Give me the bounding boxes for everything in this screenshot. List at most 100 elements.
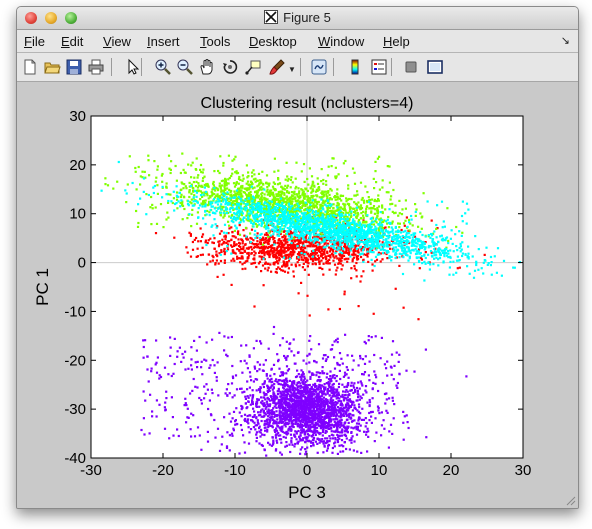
data-point [371,388,374,391]
data-point [304,448,307,451]
data-point [353,267,356,270]
data-point [190,192,193,195]
maximize-button[interactable] [65,12,77,24]
data-point [322,390,325,393]
data-point [339,247,342,250]
data-point [287,177,290,181]
data-point [243,234,246,237]
data-point [183,404,186,407]
data-point [333,211,336,214]
menu-help[interactable]: Help [383,34,410,49]
data-point [327,246,331,249]
data-point [266,234,270,237]
data-point [317,200,320,203]
menu-view[interactable]: View [103,34,131,49]
data-point [213,193,216,196]
data-point [231,202,234,205]
data-point [185,187,188,190]
data-point [413,235,417,238]
menu-file[interactable]: File [24,34,45,49]
data-point [249,375,252,378]
data-point [144,339,147,342]
data-point [240,344,243,347]
save-button[interactable] [64,57,84,77]
pan-hand-button[interactable] [197,57,217,77]
data-point [368,404,371,408]
data-point [335,255,338,258]
data-point [355,261,358,265]
data-point [357,201,360,204]
colorbar-button[interactable] [345,57,365,77]
data-point [405,216,408,219]
data-point [350,437,353,440]
new-figure-button[interactable] [20,57,40,77]
open-file-button[interactable] [42,57,62,77]
close-button[interactable] [25,12,37,24]
data-point [315,385,318,388]
data-point [334,242,337,245]
data-point [360,247,363,250]
menu-edit[interactable]: Edit [61,34,83,49]
data-point [242,177,245,180]
brush-dropdown-icon[interactable]: ▼ [288,65,296,74]
data-point [270,208,273,211]
data-point [312,401,315,404]
brush-button[interactable] [267,57,287,77]
link-plot-button[interactable] [309,57,329,77]
data-point [245,247,248,250]
menu-desktop[interactable]: Desktop [249,34,297,49]
brush-icon [269,59,285,75]
data-point [278,251,281,254]
data-point [222,241,225,244]
title-bar[interactable]: Figure 5 [17,7,578,30]
data-point [321,418,324,421]
data-point [325,382,328,385]
dock-arrow-icon[interactable]: ↘ [560,35,570,47]
data-point [272,253,275,256]
menu-window[interactable]: Window [318,34,364,49]
data-point [365,253,368,256]
data-point [205,184,208,187]
minimize-button[interactable] [45,12,57,24]
data-point [367,335,370,338]
data-point [445,246,448,249]
data-point [391,396,394,399]
data-point [182,356,185,359]
hide-plot-tools-button[interactable] [401,57,421,77]
data-point [291,232,294,235]
zoom-out-button[interactable] [175,57,195,77]
data-point [421,215,424,218]
data-point [303,413,307,416]
data-point [398,222,401,225]
data-point [299,434,302,437]
data-point [301,386,304,389]
data-point [260,256,264,259]
data-point [381,381,384,385]
data-point [259,238,262,241]
menu-tools[interactable]: Tools [200,34,230,49]
data-point [306,294,309,297]
data-point [279,383,282,386]
zoom-in-button[interactable] [153,57,173,77]
legend-button[interactable] [369,57,389,77]
data-point [223,186,226,189]
print-button[interactable] [86,57,106,77]
data-point [314,382,317,385]
show-plot-tools-button[interactable] [425,57,445,77]
data-point [233,251,236,254]
data-point [155,339,158,342]
data-point [228,188,231,191]
data-point [235,181,238,184]
data-point [260,252,263,255]
data-point [311,387,314,390]
rotate-3d-button[interactable] [220,57,240,77]
data-point [250,228,254,231]
data-point [294,406,297,409]
select-arrow-button[interactable] [123,57,143,77]
menu-insert[interactable]: Insert [147,34,180,49]
data-point [321,252,324,255]
data-point [273,429,276,432]
data-point [364,238,367,241]
data-cursor-button[interactable] [243,57,263,77]
data-point [275,268,278,271]
